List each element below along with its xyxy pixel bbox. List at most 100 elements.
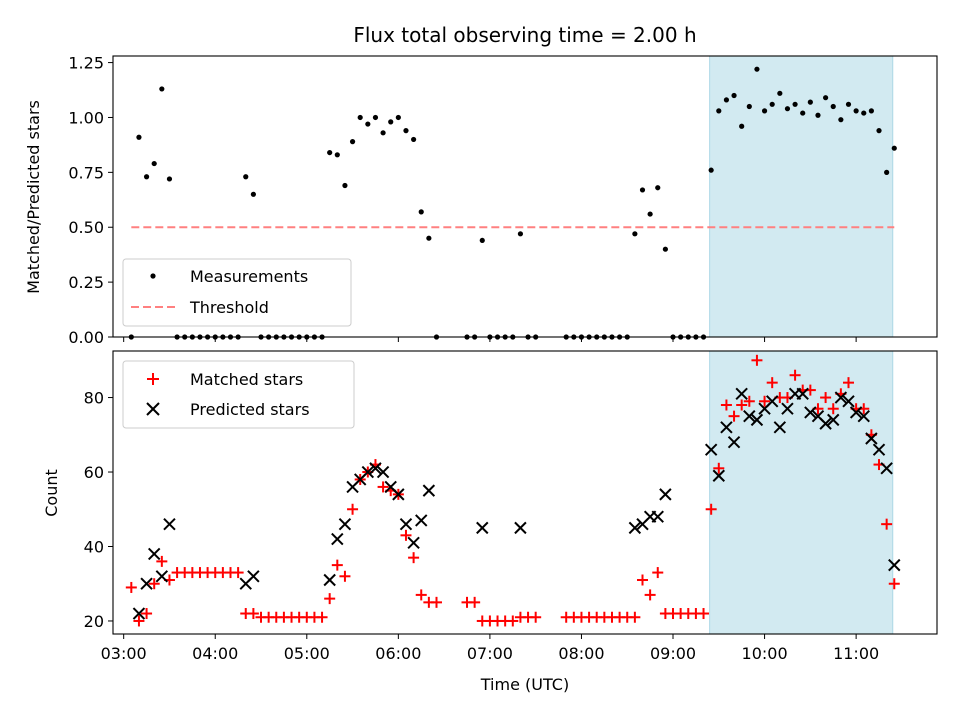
predicted-star-point [857,409,870,423]
matched-star-point [743,395,755,407]
chart-title: Flux total observing time = 2.00 h [353,23,696,47]
y-tick-label: 0.25 [68,273,104,292]
matched-star-point [331,559,343,571]
bottom-y-ticks: 20 40 60 80 [84,389,113,631]
measurement-point [723,97,730,103]
matched-star-point [766,377,778,389]
predicted-star-point [735,387,748,401]
predicted-star-point [361,465,375,479]
predicted-star-point [750,413,764,427]
predicted-star-point [743,409,756,423]
matched-star-point [156,555,168,567]
measurement-point [632,231,638,237]
y-tick-label: 20 [84,612,104,631]
x-tick-label: 05:00 [284,644,330,663]
bottom-x-ticks: 03:00 04:00 05:00 06:00 07:00 08:00 09:00 10:00… [101,634,879,663]
measurement-point [884,169,890,175]
measurement-point [159,86,165,92]
x-tick-label: 10:00 [742,644,788,663]
matched-star-point [652,567,664,579]
matched-star-point [377,481,389,493]
measurement-point [250,191,256,197]
measurement-point [380,130,386,136]
matched-star-point [316,611,328,623]
matched-star-point [713,462,725,474]
predicted-star-point [704,443,718,456]
bottom-y-axis-label: Count [42,469,61,517]
measurement-point [151,160,157,167]
predicted-star-point [415,514,428,527]
bottom-legend-box [122,360,355,429]
measurement-point [853,108,859,114]
predicted-star-point [888,558,901,572]
measurement-point [517,231,524,237]
matched-star-point [430,596,442,608]
measurement-point [754,66,760,72]
predicted-star-point [392,488,405,501]
measurement-point [777,90,783,96]
measurement-point [243,174,249,180]
predicted-star-point [727,436,741,449]
matched-star-point [759,395,771,407]
measurement-point [746,103,752,110]
predicted-star-point [476,521,489,535]
measurement-point [815,112,821,118]
measurement-point [784,106,791,112]
measurement-point [334,152,340,158]
top-axes-frame [112,55,938,338]
measurement-point [861,110,867,116]
predicted-star-point [712,469,725,482]
matched-star-point [842,377,854,389]
x-tick-label: 03:00 [101,644,147,663]
legend-measurements-marker [150,273,156,279]
matched-star-point [698,608,710,620]
measurement-point [395,114,401,121]
predicted-star-point [773,421,787,434]
top-y-axis-label: Matched/Predicted stars [24,100,43,294]
matched-star-point [789,369,801,381]
top-highlight-span [709,55,894,338]
measurement-point [327,149,333,156]
matched-star-point [736,399,748,411]
measurement-point [662,246,668,252]
predicted-star-point [369,462,382,475]
x-tick-label: 11:00 [833,644,879,663]
matched-star-point [629,611,641,623]
matched-star-point [125,581,137,593]
measurement-point [739,123,745,129]
y-tick-label: 0.00 [68,328,104,347]
measurement-point [372,114,379,121]
predicted-star-point [865,432,878,445]
measurement-point [655,185,661,191]
bottom-legend: Matched stars Predicted stars [122,360,355,429]
matched-star-point [820,392,832,404]
predicted-star-point [796,387,809,401]
y-tick-label: 60 [84,463,104,482]
measurement-point [357,114,363,121]
predicted-stars-points [132,387,901,620]
predicted-star-point [765,395,779,408]
matched-star-point [827,403,839,415]
measurement-point [136,134,142,140]
matched-star-point [720,399,732,411]
matched-star-point [347,503,359,515]
matched-star-point [530,611,542,623]
top-legend: Measurements Threshold [122,258,352,327]
measurement-point [479,237,485,244]
matched-star-point [133,615,145,627]
measurement-point [891,145,897,151]
y-tick-label: 0.75 [68,163,104,182]
y-tick-label: 40 [84,537,104,556]
top-panel: 0.00 0.25 0.50 0.75 1.00 1.25 Matched/Predict… [24,54,938,347]
y-tick-label: 1.25 [68,54,104,73]
predicted-star-point [376,465,390,479]
measurement-point [761,108,768,114]
predicted-star-point [651,510,664,523]
measurement-point [876,128,882,134]
predicted-star-point [155,570,169,583]
predicted-star-point [842,395,855,408]
matched-star-point [339,570,351,582]
legend-matched-marker [147,373,159,385]
predicted-star-point [819,417,832,430]
